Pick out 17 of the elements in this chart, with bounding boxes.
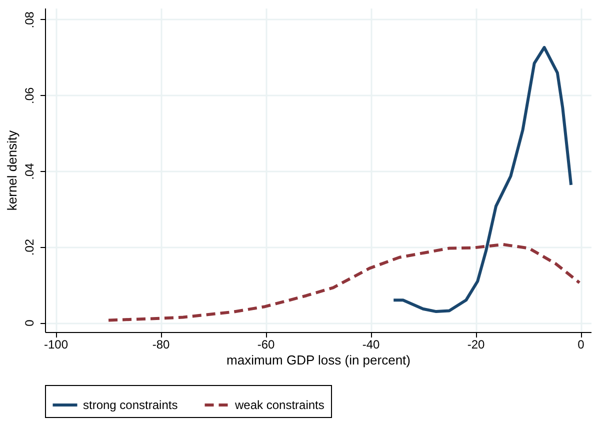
x-tick-label: -40	[362, 338, 380, 352]
y-tick-label: .06	[22, 86, 36, 104]
x-tick-label: -20	[467, 338, 485, 352]
y-tick-label: .08	[22, 11, 36, 28]
x-tick-label: 0	[578, 338, 585, 352]
legend-label: weak constraints	[234, 398, 324, 412]
y-axis-title: kernel density	[4, 130, 20, 211]
line-series	[392, 46, 573, 314]
x-axis-title: maximum GDP loss (in percent)	[226, 352, 410, 368]
x-tick-label: -100	[44, 338, 68, 352]
y-tick-label: 0	[22, 319, 36, 326]
y-tick-label: .04	[22, 162, 36, 180]
line-series	[107, 242, 581, 322]
y-tick-label: .02	[22, 238, 36, 256]
legend-label: strong constraints	[83, 398, 178, 412]
x-tick-label: -60	[257, 338, 275, 352]
x-tick-label: -80	[152, 338, 170, 352]
